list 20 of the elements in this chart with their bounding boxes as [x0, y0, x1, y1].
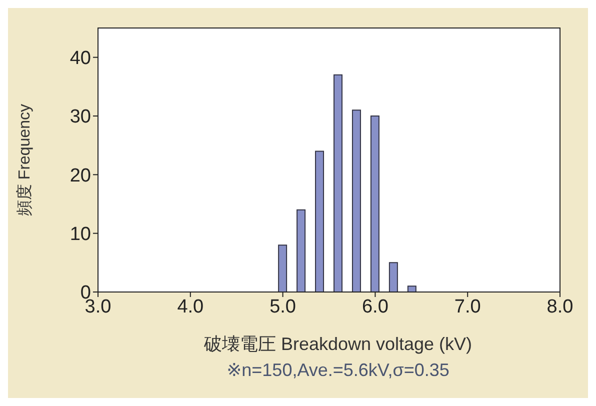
bar: [315, 150, 324, 292]
bar: [278, 244, 288, 292]
bar: [296, 209, 306, 292]
y-axis-title: 頻度 Frequency: [16, 104, 34, 216]
bar: [388, 262, 398, 292]
x-tick-label: 4.0: [177, 296, 204, 318]
bar: [334, 74, 342, 292]
y-tick-label: 10: [70, 224, 91, 246]
text: ※n=150,Ave.=5.6kV,σ=0.35: [226, 360, 450, 381]
bar: [407, 286, 416, 292]
x-tick-label: 5.0: [270, 296, 296, 318]
y-tick-label: 30: [70, 106, 91, 128]
y-tick-label: 40: [70, 48, 91, 70]
bar: [352, 110, 361, 292]
y-tick-label: 20: [70, 165, 91, 186]
x-axis-title: 破壊電圧 Breakdown voltage (kV): [202, 333, 474, 356]
x-tick-label: 8.0: [546, 296, 574, 318]
x-tick-label: 6.0: [362, 296, 388, 318]
x-tick-label: 7.0: [454, 296, 481, 318]
bar: [370, 116, 380, 292]
